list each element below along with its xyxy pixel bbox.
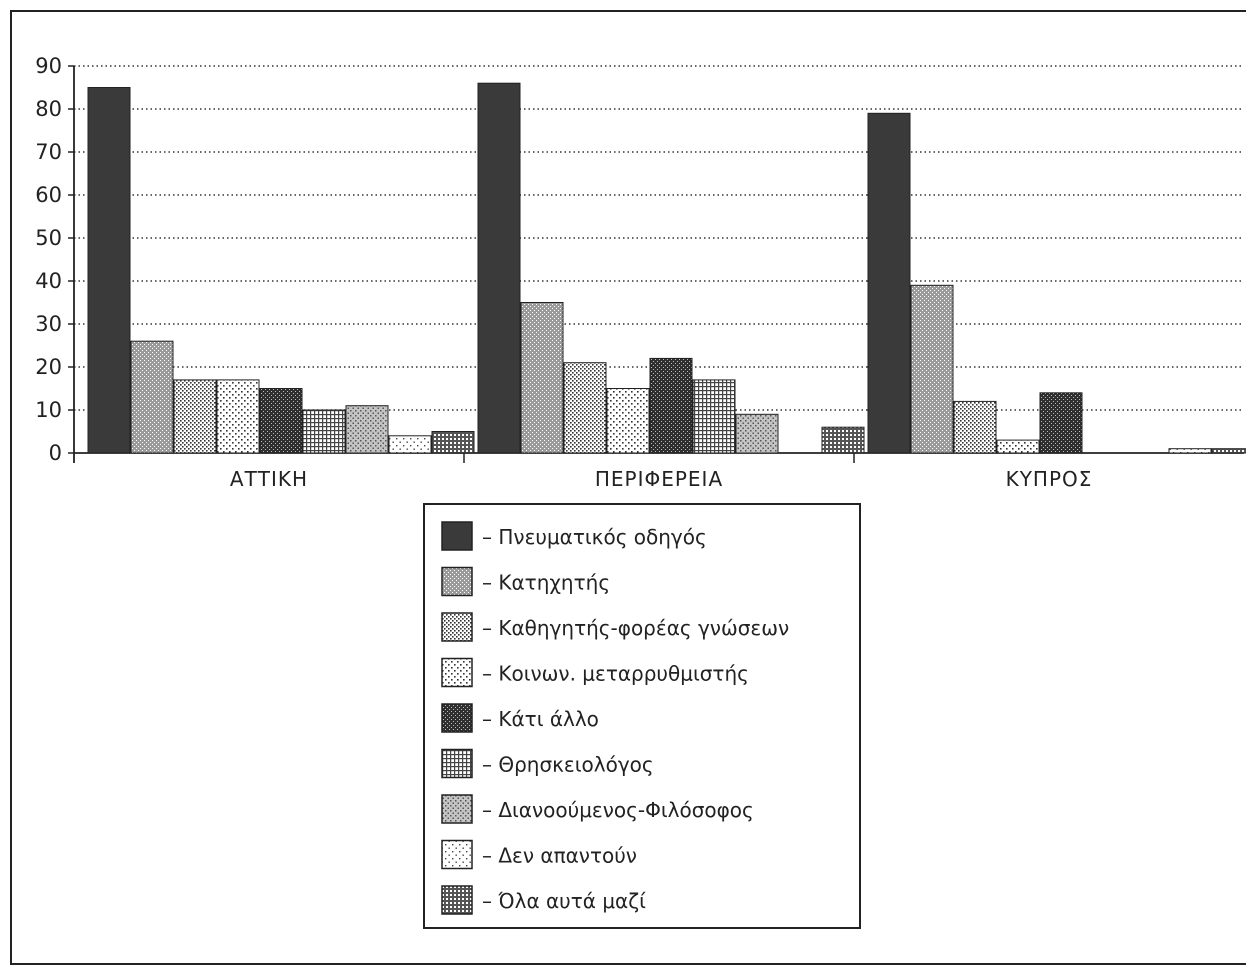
legend-swatch xyxy=(441,748,473,779)
bar xyxy=(910,284,954,454)
y-tick-label: 0 xyxy=(49,441,62,465)
bar xyxy=(821,426,865,454)
legend-box xyxy=(423,503,861,929)
bar xyxy=(87,87,131,454)
bar xyxy=(692,379,736,454)
chart-border xyxy=(10,10,1248,965)
legend-swatch xyxy=(441,521,473,551)
legend-label: – Πνευματικός οδηγός xyxy=(482,525,707,549)
bars xyxy=(87,82,1248,454)
x-category-label: ΠΕΡΙΦΕΡΕΙΑ xyxy=(595,467,723,491)
x-category-label: ΑΤΤΙΚΗ xyxy=(230,467,308,491)
legend-label: – Όλα αυτά μαζί xyxy=(482,889,646,913)
legend-swatch xyxy=(441,657,473,688)
y-tick-label: 70 xyxy=(35,140,62,164)
bar xyxy=(867,112,911,454)
bar xyxy=(477,82,521,454)
legend-label: – Κοινων. μεταρρυθμιστής xyxy=(482,662,749,686)
legend-label: – Θρησκειολόγος xyxy=(482,753,654,777)
y-tick-label: 20 xyxy=(35,355,62,379)
legend-label: – Διανοούμενος-Φιλόσοφος xyxy=(482,798,754,822)
bar xyxy=(302,409,346,454)
legend-swatch xyxy=(441,703,473,733)
x-category-label: ΚΥΠΡΟΣ xyxy=(1006,467,1093,491)
bar xyxy=(953,400,997,454)
legend-label: – Κάτι άλλο xyxy=(482,707,599,731)
bar-chart: 0 10 20 30 40 50 60 70 80 90 ΑΤΤΙΚΗ ΠΕΡΙΦΕΡΕΙΑ ΚΥΠΡΟ… xyxy=(10,10,1248,965)
bar xyxy=(1211,448,1248,454)
chart-frame: 0 10 20 30 40 50 60 70 80 90 ΑΤΤΙΚΗ ΠΕΡΙΦΕΡΕΙΑ ΚΥΠΡΟ… xyxy=(10,10,1248,967)
bar xyxy=(606,388,650,454)
y-tick-label: 90 xyxy=(35,54,62,78)
bar xyxy=(216,379,260,454)
legend-swatch xyxy=(441,794,473,824)
bar xyxy=(388,435,432,454)
bar xyxy=(259,388,303,454)
bar xyxy=(520,302,564,454)
legend-label: – Κατηχητής xyxy=(482,571,610,595)
bar xyxy=(996,439,1040,454)
y-tick-label: 30 xyxy=(35,312,62,336)
legend-label: – Καθηγητής-φορέας γνώσεων xyxy=(482,616,789,640)
y-tick-label: 60 xyxy=(35,183,62,207)
legend-swatch xyxy=(441,566,473,597)
bar xyxy=(649,357,693,454)
y-tick-label: 10 xyxy=(35,398,62,422)
y-tick-label: 50 xyxy=(35,226,62,250)
legend-swatch xyxy=(441,612,473,642)
bar xyxy=(735,413,779,454)
bar xyxy=(1168,448,1212,454)
bar xyxy=(431,431,475,454)
bar xyxy=(173,379,217,454)
legend-label: – Δεν απαντούν xyxy=(482,844,637,868)
bar xyxy=(1039,392,1083,454)
y-tick-label: 80 xyxy=(35,97,62,121)
legend-swatch xyxy=(441,839,473,870)
legend: – Πνευματικός οδηγός – Κατηχητής – Καθηγητ… xyxy=(423,503,861,929)
y-tick-label: 40 xyxy=(35,269,62,293)
bar xyxy=(563,362,607,454)
bar xyxy=(345,405,389,454)
bar xyxy=(130,340,174,454)
legend-swatch xyxy=(441,885,473,915)
